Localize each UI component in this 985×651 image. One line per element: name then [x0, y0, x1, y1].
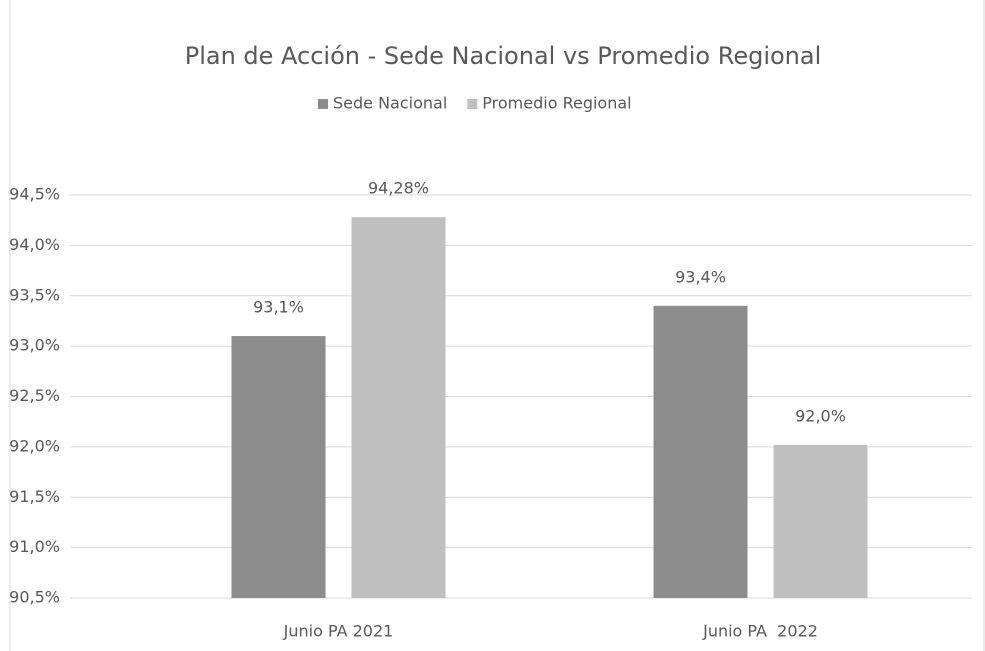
- legend-label: Sede Nacional: [333, 94, 447, 113]
- legend-label: Promedio Regional: [482, 94, 631, 113]
- bar: [351, 217, 446, 599]
- y-tick-label: 91,5%: [9, 487, 60, 506]
- bar: [653, 305, 748, 598]
- value-label: 93,4%: [675, 267, 726, 286]
- y-tick-label: 91,0%: [9, 537, 60, 556]
- y-tick-label: 94,5%: [9, 185, 60, 204]
- y-tick-label: 90,5%: [9, 588, 60, 607]
- bar: [231, 336, 326, 598]
- legend-swatch: [467, 99, 478, 109]
- value-label: 92,0%: [795, 406, 846, 425]
- x-tick-label: Junio PA 2021: [283, 622, 394, 641]
- y-tick-label: 94,0%: [9, 235, 60, 254]
- chart-frame: [9, 0, 985, 651]
- y-tick-label: 93,5%: [9, 285, 60, 304]
- value-label: 94,28%: [368, 179, 429, 198]
- bar: [773, 444, 868, 598]
- chart-title: Plan de Acción - Sede Nacional vs Promed…: [185, 42, 822, 70]
- x-tick-label: Junio PA 2022: [702, 622, 818, 641]
- legend-swatch: [318, 99, 328, 109]
- y-tick-label: 93,0%: [9, 336, 60, 355]
- y-tick-label: 92,0%: [9, 436, 60, 455]
- y-tick-label: 92,5%: [9, 386, 60, 405]
- value-label: 93,1%: [253, 298, 304, 317]
